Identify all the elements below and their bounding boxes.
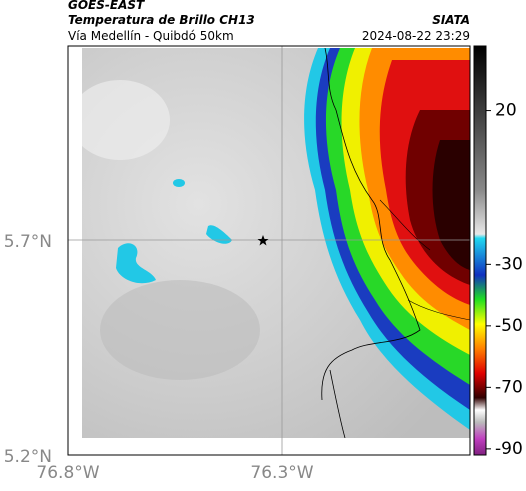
colorbar-tick-label: -30	[495, 254, 523, 274]
colorbar-tick-label: -90	[495, 439, 523, 459]
source: SIATA	[432, 13, 470, 27]
title: GOES-EAST	[68, 0, 145, 12]
colorbar-tick-label: 20	[495, 101, 517, 121]
subtitle: Temperatura de Brillo CH13	[68, 13, 255, 27]
colorbar-tick-label: -50	[495, 316, 523, 336]
y-tick-label: 5.7°N	[4, 232, 52, 252]
colorbar	[473, 45, 487, 456]
y-tick-label: 5.2°N	[4, 447, 52, 467]
x-tick-label: 76.8°W	[36, 463, 99, 483]
satellite-image	[82, 48, 470, 438]
x-tick-label: 76.3°W	[250, 463, 313, 483]
datetime: 2024-08-22 23:29	[362, 29, 470, 43]
colorbar-tick-label: -70	[495, 377, 523, 397]
region: Vía Medellín - Quibdó 50km	[68, 29, 234, 43]
map-frame	[67, 45, 471, 456]
location-marker	[257, 235, 269, 246]
